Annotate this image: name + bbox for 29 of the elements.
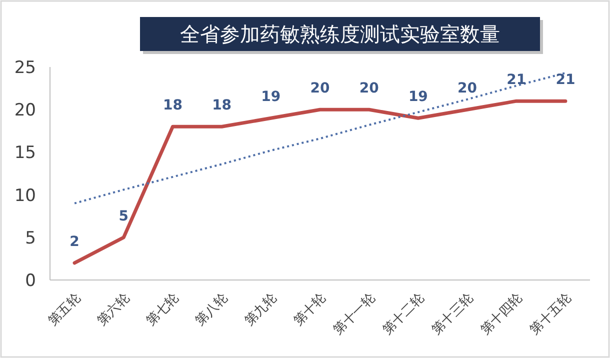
data-label: 18 — [212, 98, 232, 114]
x-tick-label: 第七轮 — [144, 290, 182, 329]
data-label: 2 — [70, 234, 80, 250]
x-tick-label: 第十三轮 — [429, 290, 477, 338]
data-label: 20 — [458, 80, 478, 97]
data-label: 20 — [310, 80, 330, 97]
data-label: 20 — [359, 80, 380, 97]
y-tick-label: 15 — [14, 143, 36, 164]
x-tick-label: 第十五轮 — [527, 290, 575, 338]
data-label: 21 — [556, 72, 576, 88]
data-label: 5 — [118, 208, 129, 224]
y-tick-label: 20 — [14, 100, 36, 121]
data-label: 21 — [506, 72, 526, 88]
chart-title: 全省参加药敏熟练度测试实验室数量 — [180, 22, 500, 46]
data-label: 18 — [162, 98, 182, 114]
data-label: 19 — [408, 89, 428, 106]
y-tick-label: 0 — [25, 271, 36, 291]
data-label: 19 — [261, 89, 281, 106]
y-tick-label: 5 — [25, 228, 36, 248]
x-tick-label: 第十二轮 — [380, 290, 428, 338]
y-tick-label: 25 — [14, 58, 36, 78]
x-tick-label: 第六轮 — [94, 290, 133, 329]
x-tick-label: 第十四轮 — [478, 290, 526, 338]
x-tick-label: 第十轮 — [291, 290, 330, 329]
x-tick-label: 第九轮 — [242, 290, 280, 329]
y-tick-label: 10 — [14, 186, 36, 206]
x-tick-label: 第五轮 — [46, 290, 84, 329]
x-tick-label: 第十一轮 — [330, 290, 378, 338]
x-tick-label: 第八轮 — [192, 290, 232, 329]
